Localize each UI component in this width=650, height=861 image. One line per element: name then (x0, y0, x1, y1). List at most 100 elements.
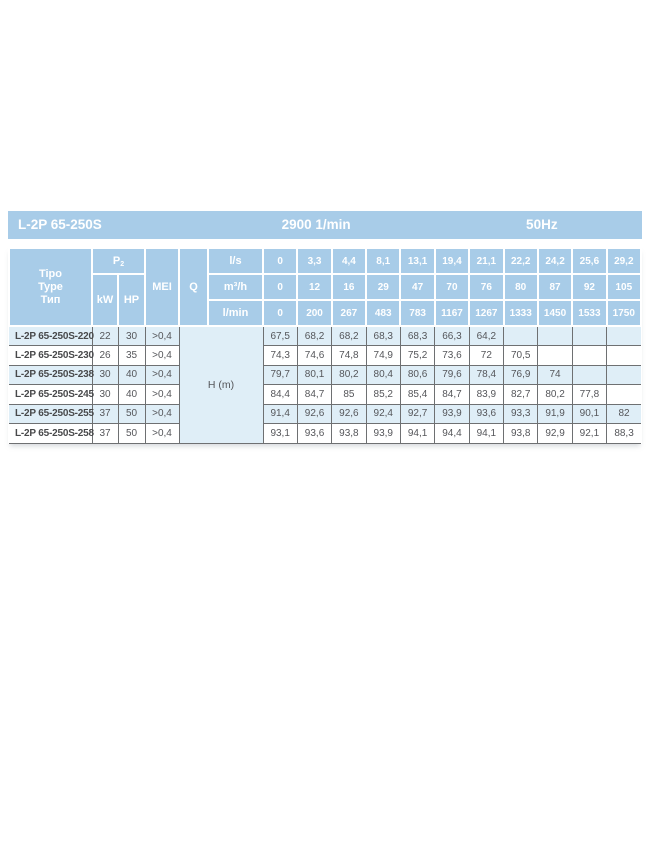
pump-type-cell: L-2P 65-250S-255 (9, 403, 94, 424)
head-value-cell: 88,3 (606, 423, 641, 444)
head-value-cell (537, 345, 573, 366)
p2-column-header: P2 (91, 247, 146, 275)
head-value-cell: 72 (468, 345, 505, 366)
head-value-cell: 93,3 (503, 403, 539, 424)
flow-ls-value: 3,3 (296, 247, 333, 275)
head-value-cell: 73,6 (434, 345, 470, 366)
mei-cell: >0,4 (144, 364, 180, 385)
unit-lmin-label: l/min (207, 299, 264, 327)
flow-m3h-value: 92 (571, 273, 608, 301)
pump-type-cell: L-2P 65-250S-258 (9, 423, 94, 444)
type-header-type: Type (38, 280, 63, 293)
flow-ls-value: 25,6 (571, 247, 608, 275)
head-value-cell: 80,4 (365, 364, 401, 385)
head-value-cell: 92,6 (331, 403, 367, 424)
q-column-header: Q (178, 247, 209, 327)
head-value-cell: 94,4 (434, 423, 470, 444)
header-row-m3h: kW HP m³/h 0 12 16 29 47 70 76 80 87 92 105 (9, 273, 643, 327)
head-value-cell (571, 325, 608, 346)
hp-cell: 40 (117, 364, 146, 385)
hp-cell: 50 (117, 403, 146, 424)
mei-cell: >0,4 (144, 423, 180, 444)
head-value-cell: 64,2 (468, 325, 505, 346)
pump-type-cell: L-2P 65-250S-230 (9, 345, 94, 366)
head-value-cell: 74 (537, 364, 573, 385)
head-value-cell: 93,9 (365, 423, 401, 444)
flow-lmin-value: 0 (261, 299, 299, 327)
head-value-cell (537, 325, 573, 346)
unit-m3h-label: m³/h (207, 273, 264, 301)
head-value-cell: 94,1 (399, 423, 436, 444)
head-value-cell: 68,3 (365, 325, 401, 346)
head-value-cell: 92,9 (537, 423, 573, 444)
table-header: Tipo Type Тип P2 MEI Q l/s 0 3,3 4,4 8,1 13,… (8, 247, 643, 327)
head-value-cell: 84,4 (262, 384, 298, 405)
kw-column-header: kW (91, 273, 119, 327)
title-bar: L-2P 65-250S 2900 1/min 50Hz (8, 211, 642, 239)
table-row: L-2P 65-250S-238 30 40 >0,4 79,7 80,1 80,2 80,4… (9, 364, 641, 385)
flow-lmin-value: 483 (365, 299, 402, 327)
header-row-lmin: l/min 0 200 267 483 783 1167 1267 1333 1450 1533 1… (9, 299, 643, 327)
head-value-cell: 70,5 (503, 345, 539, 366)
flow-m3h-value: 87 (536, 273, 574, 301)
mei-cell: >0,4 (144, 325, 180, 346)
head-value-cell: 68,2 (296, 325, 333, 346)
flow-lmin-value: 1533 (571, 299, 608, 327)
head-value-cell: 82 (606, 403, 641, 424)
head-value-cell: 74,8 (331, 345, 367, 366)
head-value-cell: 66,3 (434, 325, 470, 346)
type-column-header: Tipo Type Тип (8, 247, 93, 327)
mei-column-header: MEI (144, 247, 180, 327)
flow-ls-value: 21,1 (468, 247, 505, 275)
head-value-cell (606, 345, 641, 366)
pump-type-cell: L-2P 65-250S-245 (9, 384, 94, 405)
flow-m3h-value: 29 (365, 273, 402, 301)
head-value-cell: 77,8 (571, 384, 608, 405)
head-value-cell (571, 364, 608, 385)
flow-lmin-value: 783 (399, 299, 436, 327)
head-value-cell: 91,4 (262, 403, 298, 424)
head-meters-label: H (m) (178, 325, 264, 444)
pump-type-cell: L-2P 65-250S-238 (9, 364, 94, 385)
head-value-cell: 94,1 (468, 423, 505, 444)
pump-series-title: L-2P 65-250S (18, 217, 102, 232)
flow-m3h-value: 47 (399, 273, 436, 301)
kw-cell: 37 (91, 403, 119, 424)
table-body: L-2P 65-250S-220 22 30 >0,4 H (m) 67,5 68,2 68,… (9, 325, 641, 444)
flow-lmin-value: 1750 (605, 299, 643, 327)
table-row: L-2P 65-250S-220 22 30 >0,4 H (m) 67,5 68,2 68,… (9, 325, 641, 444)
head-value-cell: 85,2 (365, 384, 401, 405)
flow-ls-value: 19,4 (433, 247, 471, 275)
head-value-cell: 76,9 (503, 364, 539, 385)
head-value-cell: 75,2 (399, 345, 436, 366)
head-value-cell: 85 (331, 384, 367, 405)
head-value-cell: 90,1 (571, 403, 608, 424)
head-value-cell: 74,9 (365, 345, 401, 366)
hp-cell: 40 (117, 384, 146, 405)
flow-ls-value: 24,2 (536, 247, 574, 275)
head-value-cell: 79,7 (262, 364, 298, 385)
head-value-cell: 92,1 (571, 423, 608, 444)
type-header-tipo: Tipo (38, 267, 62, 280)
head-value-cell: 80,2 (331, 364, 367, 385)
head-value-cell: 91,9 (537, 403, 573, 424)
flow-lmin-value: 1333 (502, 299, 539, 327)
flow-ls-value: 8,1 (365, 247, 402, 275)
head-value-cell: 68,3 (399, 325, 436, 346)
head-value-cell (606, 325, 641, 346)
pump-spec-table: Tipo Type Тип P2 MEI Q l/s 0 3,3 4,4 8,1 13,… (8, 247, 643, 444)
kw-cell: 37 (91, 423, 119, 444)
head-value-cell: 93,8 (503, 423, 539, 444)
unit-ls-label: l/s (207, 247, 264, 275)
head-value-cell: 68,2 (331, 325, 367, 346)
type-header-tip: Тип (40, 293, 61, 306)
flow-lmin-value: 1450 (536, 299, 574, 327)
flow-lmin-value: 1267 (468, 299, 505, 327)
hp-cell: 30 (117, 325, 146, 346)
flow-lmin-value: 267 (330, 299, 368, 327)
head-value-cell (606, 364, 641, 385)
head-value-cell: 79,6 (434, 364, 470, 385)
head-value-cell: 92,4 (365, 403, 401, 424)
head-value-cell: 80,6 (399, 364, 436, 385)
mei-cell: >0,4 (144, 384, 180, 405)
